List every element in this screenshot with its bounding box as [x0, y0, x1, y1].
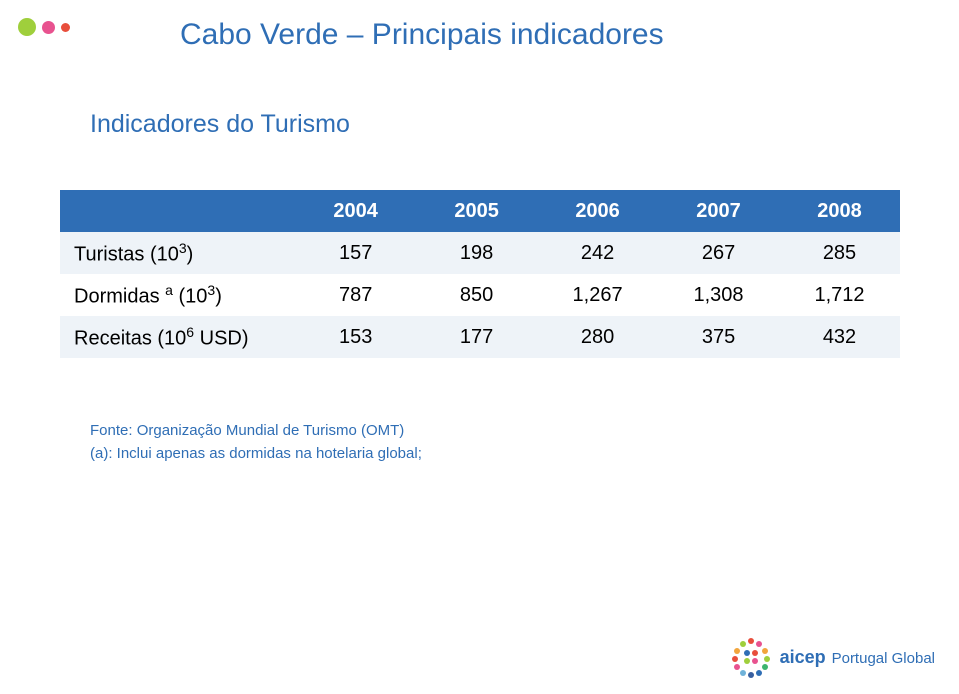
- logo-suffix: Portugal Global: [832, 650, 935, 667]
- source-footnote: Fonte: Organização Mundial de Turismo (O…: [90, 420, 422, 465]
- logo-flower-icon: [732, 638, 770, 676]
- table-cell: 1,712: [779, 274, 900, 316]
- petal-icon: [748, 638, 754, 644]
- petal-icon: [752, 658, 758, 664]
- table-header-year: 2006: [537, 190, 658, 232]
- petal-icon: [740, 670, 746, 676]
- table-header-year: 2004: [295, 190, 416, 232]
- table-cell: 157: [295, 232, 416, 274]
- slide-page: Cabo Verde – Principais indicadores Indi…: [0, 0, 959, 694]
- table-cell: 1,267: [537, 274, 658, 316]
- petal-icon: [756, 670, 762, 676]
- table-cell: 850: [416, 274, 537, 316]
- petal-icon: [752, 650, 758, 656]
- logo-suffix-2: Global: [892, 650, 935, 667]
- petal-icon: [764, 656, 770, 662]
- decorative-dot-icon: [42, 21, 55, 34]
- table-cell: 153: [295, 316, 416, 358]
- petal-icon: [734, 648, 740, 654]
- table-cell: 1,308: [658, 274, 779, 316]
- petal-icon: [744, 650, 750, 656]
- table-cell: 267: [658, 232, 779, 274]
- row-label: Turistas (103): [60, 232, 295, 274]
- logo-brand: aicep: [780, 647, 826, 668]
- table-row: Receitas (106 USD)153177280375432: [60, 316, 900, 358]
- table-cell: 198: [416, 232, 537, 274]
- table-cell: 280: [537, 316, 658, 358]
- table-row: Turistas (103)157198242267285: [60, 232, 900, 274]
- footnote-note-a: (a): Inclui apenas as dormidas na hotela…: [90, 443, 422, 466]
- table-header-blank: [60, 190, 295, 232]
- table-header-year: 2008: [779, 190, 900, 232]
- petal-icon: [756, 641, 762, 647]
- petal-icon: [762, 664, 768, 670]
- table-cell: 177: [416, 316, 537, 358]
- table-header-year: 2005: [416, 190, 537, 232]
- petal-icon: [734, 664, 740, 670]
- table-header-row: 20042005200620072008: [60, 190, 900, 232]
- decorative-dots: [18, 18, 70, 36]
- table-header-year: 2007: [658, 190, 779, 232]
- aicep-logo: aicep Portugal Global: [732, 638, 935, 676]
- petal-icon: [740, 641, 746, 647]
- table-body: Turistas (103)157198242267285Dormidas a …: [60, 232, 900, 358]
- page-title: Cabo Verde – Principais indicadores: [180, 18, 664, 52]
- section-subtitle: Indicadores do Turismo: [90, 110, 350, 139]
- row-label: Dormidas a (103): [60, 274, 295, 316]
- decorative-dot-icon: [61, 23, 70, 32]
- footnote-source: Fonte: Organização Mundial de Turismo (O…: [90, 420, 422, 443]
- table-cell: 787: [295, 274, 416, 316]
- petal-icon: [732, 656, 738, 662]
- indicators-table-container: 20042005200620072008 Turistas (103)15719…: [60, 190, 900, 358]
- petal-icon: [744, 658, 750, 664]
- table-row: Dormidas a (103)7878501,2671,3081,712: [60, 274, 900, 316]
- indicators-table: 20042005200620072008 Turistas (103)15719…: [60, 190, 900, 358]
- decorative-dot-icon: [18, 18, 36, 36]
- petal-icon: [748, 672, 754, 678]
- table-cell: 375: [658, 316, 779, 358]
- table-cell: 432: [779, 316, 900, 358]
- logo-text: aicep Portugal Global: [780, 647, 935, 668]
- row-label: Receitas (106 USD): [60, 316, 295, 358]
- table-cell: 242: [537, 232, 658, 274]
- logo-suffix-1: Portugal: [832, 650, 888, 667]
- table-cell: 285: [779, 232, 900, 274]
- petal-icon: [762, 648, 768, 654]
